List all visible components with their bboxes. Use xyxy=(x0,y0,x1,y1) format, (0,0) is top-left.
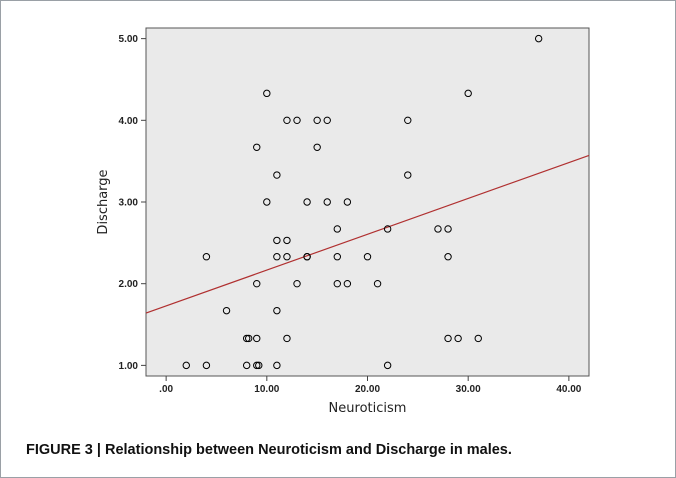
data-point xyxy=(283,334,291,343)
data-point xyxy=(244,334,253,343)
data-point xyxy=(283,116,291,125)
plot-area xyxy=(145,27,590,377)
data-point xyxy=(253,143,261,151)
data-point xyxy=(273,361,281,370)
fit-line xyxy=(145,154,590,314)
data-point xyxy=(444,225,452,233)
data-point xyxy=(242,361,251,370)
data-point xyxy=(404,116,412,125)
y-tick-label: 4.00 xyxy=(119,116,139,127)
data-point xyxy=(202,253,211,261)
data-point xyxy=(222,306,231,315)
data-point xyxy=(464,89,472,98)
data-point xyxy=(253,334,261,343)
y-tick-label: 1.00 xyxy=(119,361,139,372)
data-point xyxy=(253,279,261,288)
figure-caption: FIGURE 3 | Relationship between Neurotic… xyxy=(26,442,512,458)
data-point xyxy=(333,225,341,233)
data-point xyxy=(373,279,382,288)
data-point xyxy=(303,198,311,206)
data-point xyxy=(333,279,341,288)
fit-line-layer xyxy=(145,154,590,314)
y-axis: 1.00 2.00 3.00 4.00 5.00 xyxy=(119,34,146,372)
data-point xyxy=(383,225,392,233)
data-point xyxy=(534,34,543,43)
data-point xyxy=(293,279,301,288)
data-point xyxy=(273,306,281,315)
data-point xyxy=(182,361,190,370)
data-point xyxy=(253,361,261,370)
data-point xyxy=(323,116,331,125)
x-tick-label: 10.00 xyxy=(254,384,279,395)
data-point xyxy=(283,236,291,245)
data-point xyxy=(313,143,321,151)
data-point xyxy=(343,198,352,206)
data-point xyxy=(293,116,301,125)
scatter-chart: .00 10.00 20.00 30.00 40.00 1.00 2.00 3.00 4.00… xyxy=(96,27,590,416)
data-point xyxy=(363,253,372,261)
data-point xyxy=(454,334,462,343)
y-axis-title: Discharge xyxy=(96,169,111,234)
y-tick-label: 2.00 xyxy=(119,279,139,290)
points-layer xyxy=(182,34,543,370)
x-tick-label: 40.00 xyxy=(556,384,581,395)
data-point xyxy=(273,236,281,245)
data-point xyxy=(263,89,271,98)
data-point xyxy=(303,253,311,261)
x-axis: .00 10.00 20.00 30.00 40.00 xyxy=(159,376,582,395)
data-point xyxy=(474,334,482,343)
data-point xyxy=(313,116,321,125)
data-point xyxy=(434,225,442,233)
data-point xyxy=(255,361,263,370)
data-point xyxy=(273,253,281,261)
data-point xyxy=(323,198,331,206)
data-point xyxy=(383,361,392,370)
data-point xyxy=(404,171,412,179)
data-point xyxy=(263,198,271,206)
x-tick-label: 30.00 xyxy=(456,384,481,395)
data-point xyxy=(444,334,452,343)
data-point xyxy=(242,334,251,343)
x-tick-label: .00 xyxy=(159,384,173,395)
y-tick-label: 5.00 xyxy=(119,34,139,45)
x-tick-label: 20.00 xyxy=(355,384,380,395)
data-point xyxy=(343,279,352,288)
data-point xyxy=(333,253,341,261)
data-point xyxy=(273,171,281,179)
data-point xyxy=(283,253,291,261)
data-point xyxy=(444,253,452,261)
data-point xyxy=(202,361,211,370)
x-axis-title: Neuroticism xyxy=(329,401,407,416)
y-tick-label: 3.00 xyxy=(119,198,139,209)
